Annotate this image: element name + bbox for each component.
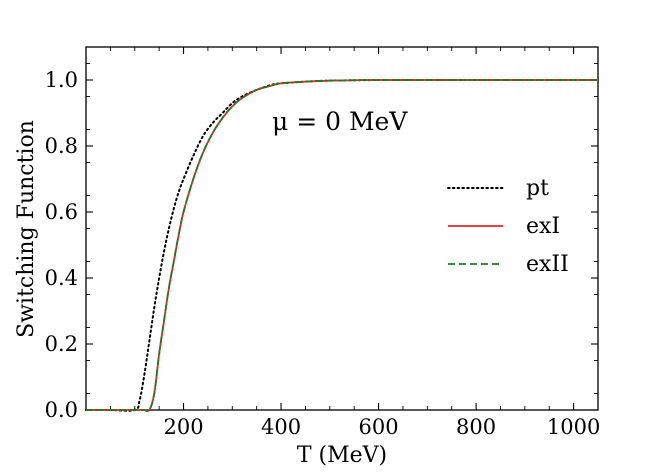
y-axis-label: Switching Function [14, 120, 39, 338]
legend-label-exI: exI [526, 214, 560, 239]
series-line-pt [85, 78, 599, 412]
x-tick-label-600: 600 [359, 415, 399, 439]
y-tick-label-0.2: 0.2 [45, 332, 78, 356]
ticks-layer: 200 400 600 800 1000 0.0 0.2 0.4 0.6 0.8 1.0 [45, 47, 600, 439]
y-tick-label-0.6: 0.6 [45, 200, 78, 224]
y-tick-label-1: 1.0 [45, 68, 78, 92]
x-tick-label-400: 400 [261, 415, 301, 439]
legend-label-pt: pt [526, 176, 549, 201]
legend: pt exI exII [447, 176, 569, 277]
plot-frame [85, 46, 599, 411]
series-line-exI [86, 79, 598, 413]
y-tick-label-0.4: 0.4 [45, 266, 78, 290]
legend-label-exII: exII [526, 252, 569, 277]
x-axis-label: T (MeV) [297, 443, 387, 468]
x-tick-label-200: 200 [163, 415, 203, 439]
y-tick-label-0: 0.0 [45, 398, 78, 422]
x-tick-label-800: 800 [456, 415, 496, 439]
mu-annotation: μ = 0 MeV [272, 107, 408, 136]
series-layer [85, 78, 599, 413]
y-tick-label-0.8: 0.8 [45, 134, 78, 158]
x-tick-label-1000: 1000 [547, 415, 600, 439]
